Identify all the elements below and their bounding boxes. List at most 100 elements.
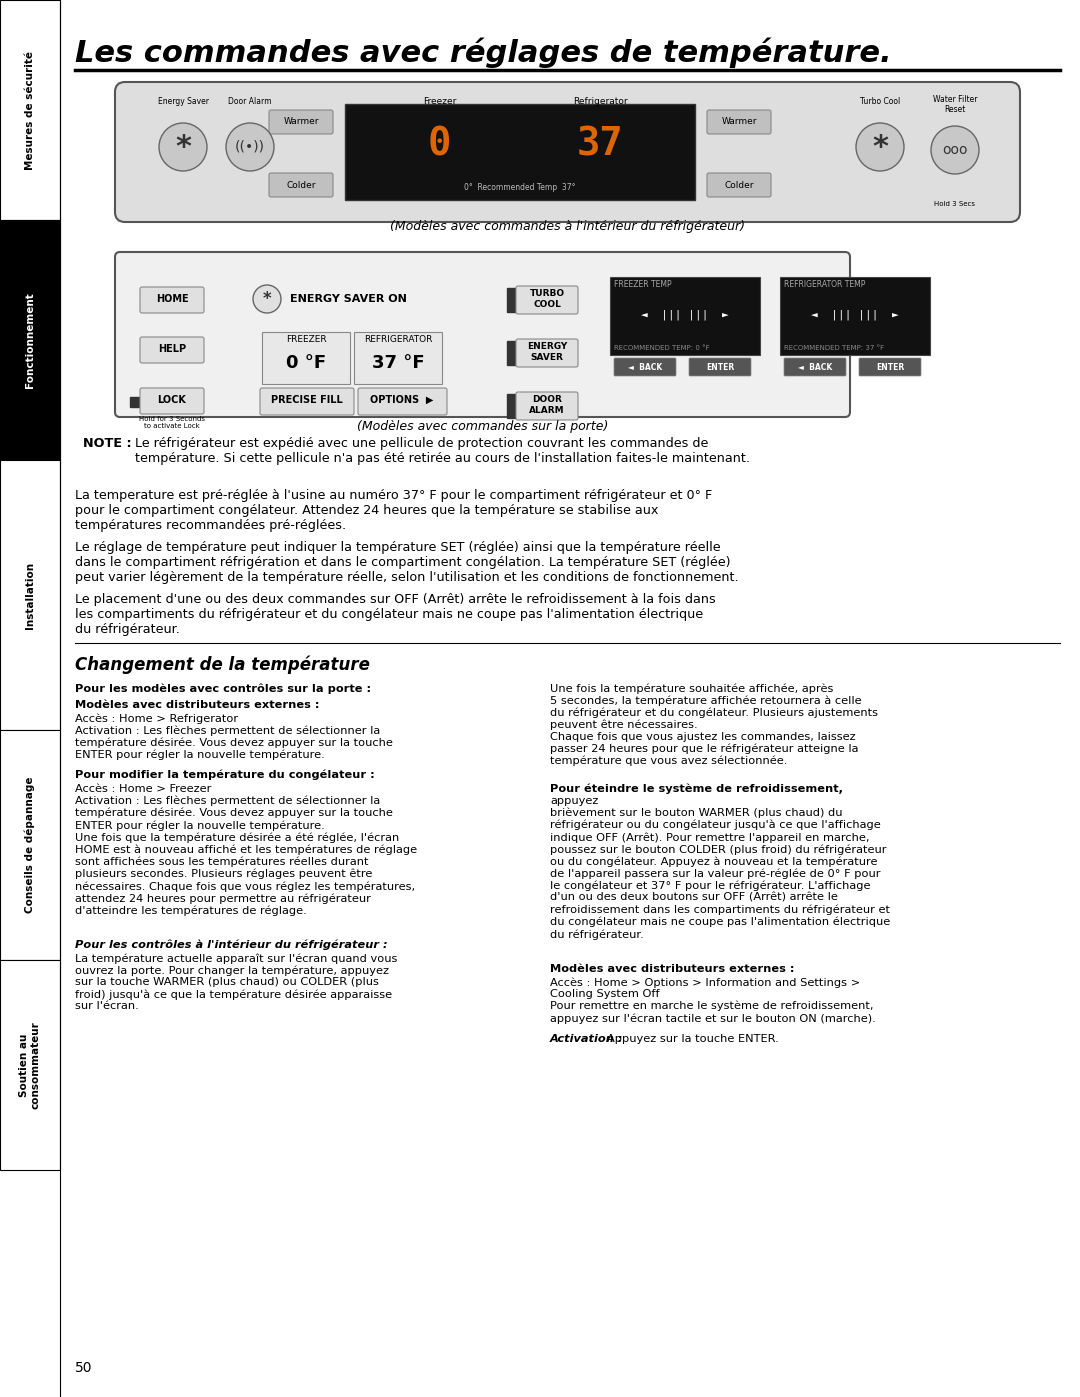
Text: Colder: Colder xyxy=(286,180,315,190)
Text: ◄  BACK: ◄ BACK xyxy=(798,362,832,372)
Text: ◄  ||| |||  ►: ◄ ||| ||| ► xyxy=(642,309,729,320)
FancyBboxPatch shape xyxy=(140,337,204,363)
Text: Accès : Home > Options > Information and Settings >
Cooling System Off
Pour reme: Accès : Home > Options > Information and… xyxy=(550,977,876,1024)
Text: 50: 50 xyxy=(75,1361,93,1375)
FancyBboxPatch shape xyxy=(269,173,333,197)
Bar xyxy=(262,332,350,384)
Text: LOCK: LOCK xyxy=(158,395,187,405)
Text: 37: 37 xyxy=(577,126,624,163)
FancyBboxPatch shape xyxy=(357,388,447,415)
Text: Conseils de dépannage: Conseils de dépannage xyxy=(25,777,36,914)
Text: Hold 3 Secs: Hold 3 Secs xyxy=(934,201,975,207)
FancyBboxPatch shape xyxy=(114,251,850,416)
Text: Pour modifier la température du congélateur :: Pour modifier la température du congélat… xyxy=(75,770,375,781)
Text: ◄  ||| |||  ►: ◄ ||| ||| ► xyxy=(811,309,899,320)
Text: FREEZER TEMP: FREEZER TEMP xyxy=(615,279,672,289)
FancyBboxPatch shape xyxy=(516,339,578,367)
Bar xyxy=(0,219,60,460)
Text: Modèles avec distributeurs externes :: Modèles avec distributeurs externes : xyxy=(550,964,795,974)
Text: Turbo Cool: Turbo Cool xyxy=(860,96,900,106)
FancyBboxPatch shape xyxy=(140,388,204,414)
Text: NOTE :: NOTE : xyxy=(83,437,136,450)
Text: *: * xyxy=(175,133,191,162)
Bar xyxy=(507,288,516,312)
Text: ooo: ooo xyxy=(942,142,968,156)
Text: RECOMMENDED TEMP: 37 °F: RECOMMENDED TEMP: 37 °F xyxy=(784,345,885,351)
FancyBboxPatch shape xyxy=(516,393,578,420)
Text: RECOMMENDED TEMP: 0 °F: RECOMMENDED TEMP: 0 °F xyxy=(615,345,710,351)
Text: ENTER: ENTER xyxy=(706,362,734,372)
FancyBboxPatch shape xyxy=(114,82,1020,222)
Text: HOME: HOME xyxy=(156,293,188,305)
Text: Pour éteindre le système de refroidissement,: Pour éteindre le système de refroidissem… xyxy=(550,782,843,793)
Bar xyxy=(345,103,696,200)
Text: 0 °F: 0 °F xyxy=(286,353,326,372)
Text: Le réfrigérateur est expédié avec une pellicule de protection couvrant les comma: Le réfrigérateur est expédié avec une pe… xyxy=(135,437,750,465)
FancyBboxPatch shape xyxy=(784,358,846,376)
Text: Warmer: Warmer xyxy=(283,117,319,127)
FancyBboxPatch shape xyxy=(707,110,771,134)
Text: DOOR
ALARM: DOOR ALARM xyxy=(529,395,565,415)
Text: Pour les contrôles à l'intérieur du réfrigérateur :: Pour les contrôles à l'intérieur du réfr… xyxy=(75,939,388,950)
Bar xyxy=(0,960,60,1171)
Text: 37 °F: 37 °F xyxy=(372,353,424,372)
Text: La température actuelle apparaît sur l'écran quand vous
ouvrez la porte. Pour ch: La température actuelle apparaît sur l'é… xyxy=(75,953,397,1011)
Bar xyxy=(0,0,60,219)
Text: FREEZER: FREEZER xyxy=(286,335,326,344)
Text: Energy Saver: Energy Saver xyxy=(158,96,208,106)
Text: TURBO
COOL: TURBO COOL xyxy=(529,289,565,309)
Text: Refrigerator: Refrigerator xyxy=(573,96,627,106)
Text: Soutien au
consommateur: Soutien au consommateur xyxy=(19,1021,41,1109)
Text: Colder: Colder xyxy=(725,180,754,190)
Text: Activation :: Activation : xyxy=(550,1034,627,1044)
Text: REFRIGERATOR TEMP: REFRIGERATOR TEMP xyxy=(784,279,865,289)
Circle shape xyxy=(159,123,207,170)
Text: *: * xyxy=(262,291,271,307)
Text: *: * xyxy=(872,133,888,162)
Text: Warmer: Warmer xyxy=(721,117,757,127)
Bar xyxy=(0,460,60,731)
Text: ENTER: ENTER xyxy=(876,362,904,372)
Text: ◄  BACK: ◄ BACK xyxy=(627,362,662,372)
Circle shape xyxy=(253,285,281,313)
Text: Changement de la température: Changement de la température xyxy=(75,655,369,673)
Text: Une fois la température souhaitée affichée, après
5 secondes, la température aff: Une fois la température souhaitée affich… xyxy=(550,683,878,766)
Text: Les commandes avec réglages de température.: Les commandes avec réglages de températu… xyxy=(75,36,892,67)
Text: (Modèles avec commandes à l'intérieur du réfrigérateur): (Modèles avec commandes à l'intérieur du… xyxy=(390,219,745,233)
Text: appuyez
brièvement sur le bouton WARMER (plus chaud) du
réfrigérateur ou du cong: appuyez brièvement sur le bouton WARMER … xyxy=(550,796,890,940)
Circle shape xyxy=(856,123,904,170)
Text: Water Filter
Reset: Water Filter Reset xyxy=(933,95,977,115)
Text: Accès : Home > Freezer
Activation : Les flèches permettent de sélectionner la
te: Accès : Home > Freezer Activation : Les … xyxy=(75,784,417,916)
Text: Fonctionnement: Fonctionnement xyxy=(25,292,35,388)
Text: 0°  Recommended Temp  37°: 0° Recommended Temp 37° xyxy=(464,183,576,191)
Text: HELP: HELP xyxy=(158,344,186,353)
Text: Door Alarm: Door Alarm xyxy=(228,96,272,106)
FancyBboxPatch shape xyxy=(615,358,676,376)
Bar xyxy=(354,332,442,384)
Text: La temperature est pré-réglée à l'usine au numéro 37° F pour le compartiment réf: La temperature est pré-réglée à l'usine … xyxy=(75,489,712,532)
Text: Le réglage de température peut indiquer la température SET (réglée) ainsi que la: Le réglage de température peut indiquer … xyxy=(75,541,739,584)
Bar xyxy=(507,341,516,365)
Text: 0: 0 xyxy=(428,126,451,163)
Text: Hold for 3 Seconds
to activate Lock: Hold for 3 Seconds to activate Lock xyxy=(139,416,205,429)
FancyBboxPatch shape xyxy=(269,110,333,134)
Text: ((•)): ((•)) xyxy=(235,140,265,154)
Text: Pour les modèles avec contrôles sur la porte :: Pour les modèles avec contrôles sur la p… xyxy=(75,683,372,693)
Text: ENERGY SAVER ON: ENERGY SAVER ON xyxy=(291,293,407,305)
Text: PRECISE FILL: PRECISE FILL xyxy=(271,395,342,405)
Text: Accès : Home > Refrigerator
Activation : Les flèches permettent de sélectionner : Accès : Home > Refrigerator Activation :… xyxy=(75,712,393,760)
FancyBboxPatch shape xyxy=(689,358,751,376)
Text: Le placement d'une ou des deux commandes sur OFF (Arrêt) arrête le refroidisseme: Le placement d'une ou des deux commandes… xyxy=(75,592,716,636)
Bar xyxy=(610,277,760,355)
Text: Modèles avec distributeurs externes :: Modèles avec distributeurs externes : xyxy=(75,700,320,710)
Bar xyxy=(0,731,60,960)
Text: ENERGY
SAVER: ENERGY SAVER xyxy=(527,342,567,362)
Circle shape xyxy=(226,123,274,170)
Text: Mesures de sécurité: Mesures de sécurité xyxy=(25,50,35,169)
Bar xyxy=(780,277,930,355)
FancyBboxPatch shape xyxy=(859,358,921,376)
Text: Appuyez sur la touche ENTER.: Appuyez sur la touche ENTER. xyxy=(607,1034,779,1044)
FancyBboxPatch shape xyxy=(707,173,771,197)
Bar xyxy=(507,394,516,418)
Text: Freezer: Freezer xyxy=(422,96,456,106)
